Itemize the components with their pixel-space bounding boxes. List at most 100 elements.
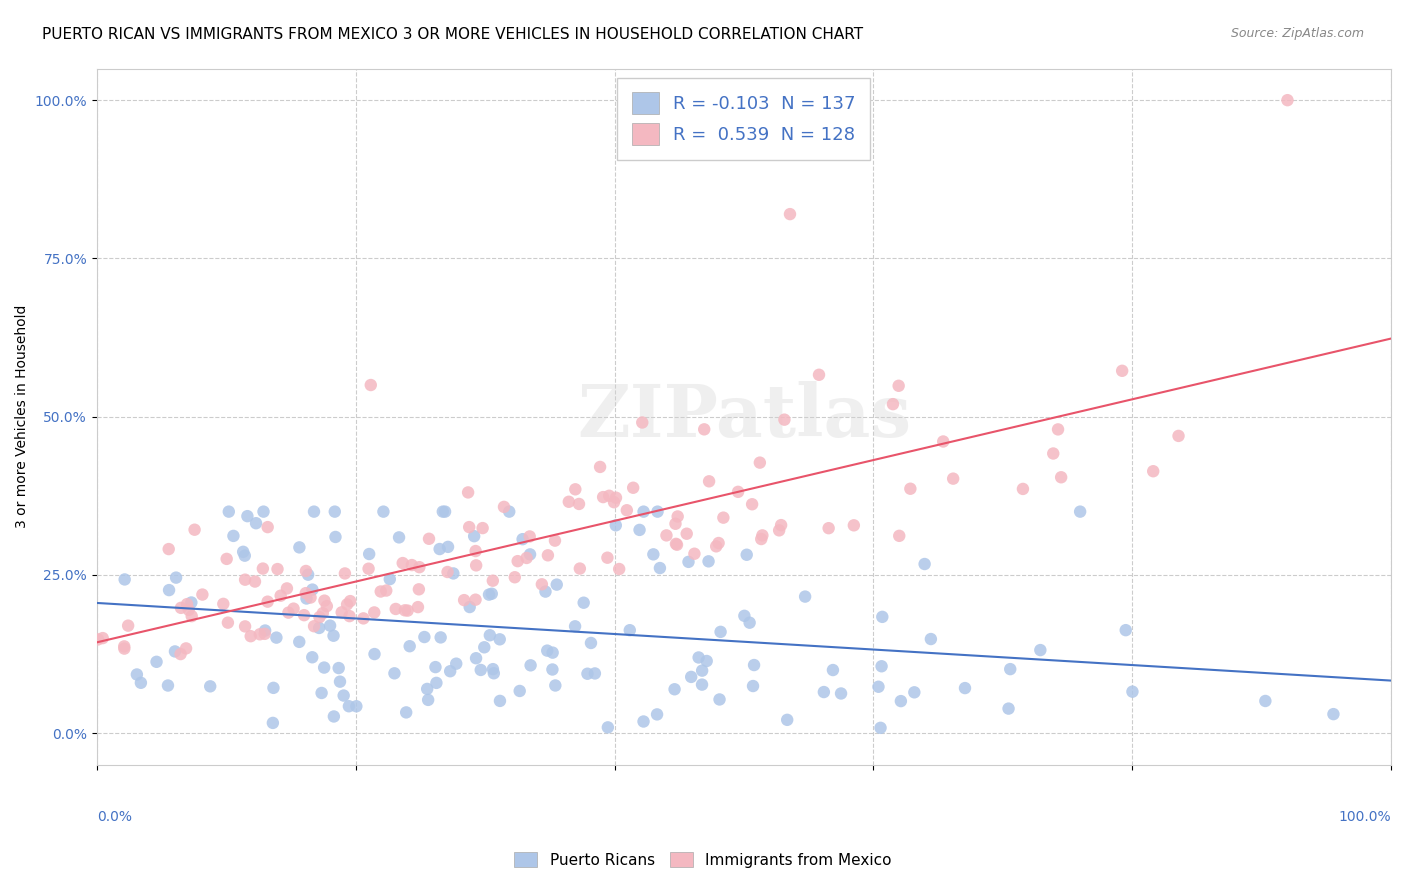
Point: [243, 574, 266, 589]
Point: [384, 666, 406, 681]
Point: [681, 670, 703, 684]
Point: [664, 682, 686, 697]
Point: [91, 631, 114, 645]
Point: [233, 619, 256, 633]
Point: [444, 657, 467, 671]
Point: [472, 640, 495, 655]
Legend: Puerto Ricans, Immigrants from Mexico: Puerto Ricans, Immigrants from Mexico: [506, 844, 900, 875]
Point: [384, 602, 406, 616]
Point: [887, 378, 910, 392]
Point: [308, 610, 330, 624]
Point: [773, 412, 796, 426]
Point: [416, 681, 439, 696]
Point: [439, 664, 461, 678]
Text: ZIPatlas: ZIPatlas: [576, 381, 911, 452]
Point: [432, 505, 454, 519]
Point: [558, 495, 581, 509]
Point: [898, 482, 921, 496]
Point: [643, 547, 665, 561]
Point: [406, 600, 429, 615]
Point: [245, 516, 267, 531]
Point: [363, 606, 385, 620]
Point: [541, 646, 564, 660]
Point: [292, 608, 315, 623]
Point: [465, 651, 488, 665]
Point: [239, 629, 262, 643]
Point: [664, 516, 686, 531]
Point: [631, 416, 654, 430]
Point: [648, 561, 671, 575]
Point: [180, 609, 202, 624]
Point: [299, 591, 322, 605]
Point: [776, 713, 799, 727]
Point: [183, 523, 205, 537]
Point: [817, 521, 839, 535]
Point: [1029, 643, 1052, 657]
Point: [1254, 694, 1277, 708]
Point: [870, 659, 893, 673]
Point: [176, 597, 198, 611]
Point: [583, 666, 606, 681]
Point: [710, 624, 733, 639]
Point: [628, 523, 651, 537]
Text: 0.0%: 0.0%: [97, 810, 132, 824]
Point: [903, 685, 925, 699]
Point: [337, 699, 360, 714]
Point: [262, 681, 284, 695]
Point: [360, 378, 382, 392]
Point: [645, 707, 668, 722]
Point: [256, 595, 278, 609]
Point: [249, 627, 271, 641]
Point: [704, 539, 727, 553]
Point: [169, 647, 191, 661]
Point: [425, 660, 447, 674]
Point: [519, 548, 541, 562]
Point: [363, 647, 385, 661]
Point: [165, 571, 187, 585]
Point: [458, 600, 481, 615]
Point: [749, 532, 772, 546]
Point: [953, 681, 976, 695]
Point: [357, 562, 380, 576]
Y-axis label: 3 or more Vehicles in Household: 3 or more Vehicles in Household: [15, 305, 30, 528]
Point: [794, 590, 817, 604]
Point: [129, 675, 152, 690]
Point: [589, 459, 612, 474]
Point: [359, 547, 381, 561]
Point: [301, 582, 323, 597]
Point: [544, 678, 567, 692]
Point: [579, 636, 602, 650]
Point: [200, 679, 222, 693]
Point: [842, 518, 865, 533]
Point: [481, 587, 503, 601]
Point: [283, 601, 305, 615]
Point: [482, 574, 505, 588]
Point: [665, 538, 688, 552]
Point: [323, 505, 346, 519]
Point: [872, 610, 894, 624]
Point: [436, 565, 458, 579]
Point: [1047, 422, 1070, 436]
Point: [408, 582, 430, 597]
Point: [277, 606, 299, 620]
Point: [297, 567, 319, 582]
Point: [1000, 662, 1022, 676]
Point: [503, 570, 526, 584]
Point: [339, 609, 361, 624]
Point: [328, 661, 350, 675]
Point: [375, 583, 398, 598]
Point: [478, 588, 501, 602]
Point: [177, 603, 200, 617]
Point: [690, 677, 713, 691]
Point: [489, 694, 512, 708]
Point: [498, 505, 520, 519]
Point: [252, 505, 274, 519]
Point: [212, 597, 235, 611]
Point: [889, 529, 911, 543]
Point: [471, 521, 494, 535]
Point: [157, 583, 180, 598]
Point: [1012, 482, 1035, 496]
Point: [174, 641, 197, 656]
Point: [830, 686, 852, 700]
Point: [125, 667, 148, 681]
